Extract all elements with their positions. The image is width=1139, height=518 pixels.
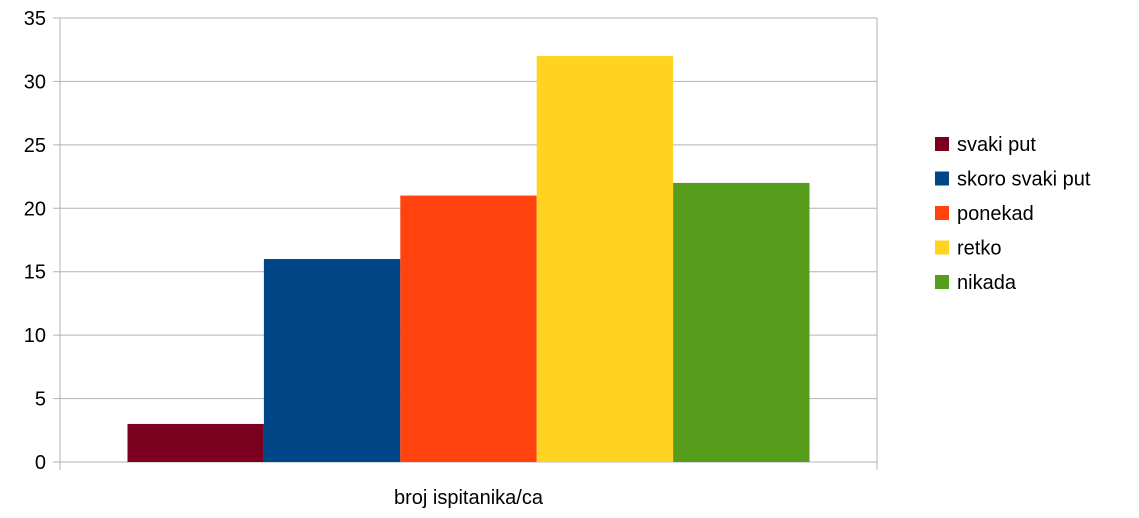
y-tick-label: 30: [24, 71, 46, 93]
legend-label: retko: [957, 238, 1001, 260]
legend-label: svaki put: [957, 134, 1036, 156]
axes: [53, 17, 878, 470]
y-tick-labels: 0 5 10 15 20 25 30 35: [24, 8, 46, 474]
legend-item: svaki put: [935, 134, 1036, 156]
legend-label: ponekad: [957, 203, 1034, 225]
x-category-labels: broj ispitanika/ca: [394, 487, 544, 509]
y-tick-label: 35: [24, 8, 46, 30]
legend-swatch: [935, 240, 949, 255]
legend-swatch: [935, 275, 949, 289]
bar-ponekad: [400, 195, 537, 462]
y-tick-label: 25: [24, 135, 46, 157]
legend-swatch: [935, 171, 949, 186]
legend-label: nikada: [957, 272, 1017, 294]
y-tick-label: 10: [24, 325, 46, 347]
y-tick-label: 15: [24, 262, 46, 284]
y-tick-label: 0: [35, 452, 46, 474]
legend-label: skoro svaki put: [957, 169, 1091, 191]
legend-item: retko: [935, 238, 1001, 260]
legend-item: nikada: [935, 272, 1017, 294]
legend-item: skoro svaki put: [935, 169, 1091, 191]
bar-svaki-put: [127, 423, 264, 462]
legend-swatch: [935, 137, 949, 151]
bar-nikada: [673, 182, 810, 462]
bar-skoro-svaki-put: [263, 259, 401, 462]
y-tick-label: 20: [24, 198, 46, 220]
bar-retko: [536, 56, 674, 463]
y-tick-label: 5: [35, 389, 46, 411]
bars: [127, 56, 810, 463]
x-category-label: broj ispitanika/ca: [394, 487, 544, 509]
legend-item: ponekad: [935, 203, 1034, 225]
legend: svaki put skoro svaki put ponekad retko nika…: [935, 134, 1091, 294]
legend-swatch: [935, 206, 949, 220]
